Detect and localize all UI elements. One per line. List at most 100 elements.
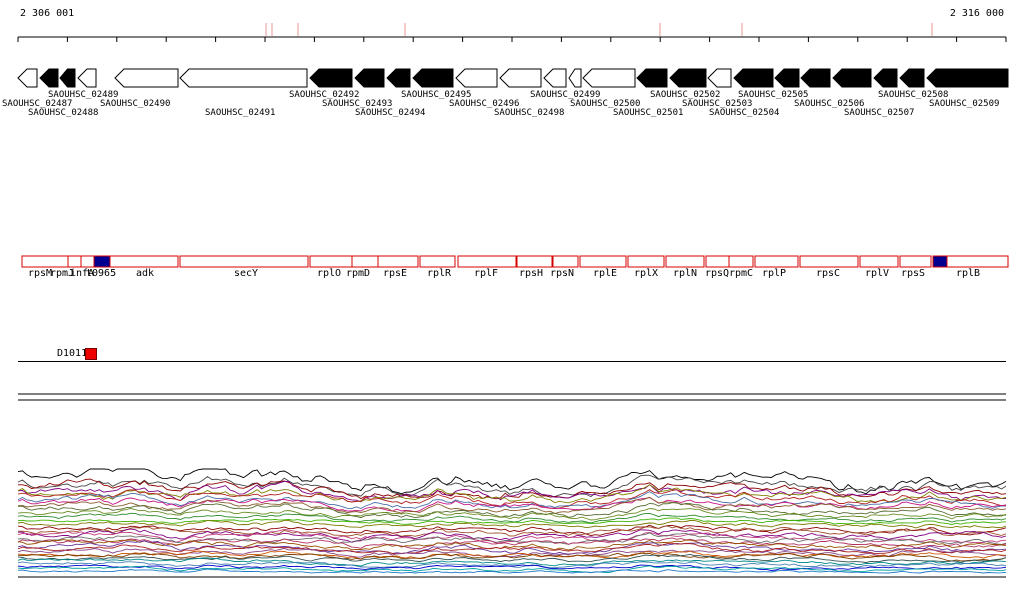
signal-trace: [17, 502, 1007, 519]
feature-label: t0965: [86, 268, 117, 279]
feature-box[interactable]: [932, 255, 948, 268]
gene-arrow[interactable]: [873, 68, 898, 88]
gene-label: SAOUHSC_02504: [709, 108, 780, 118]
feature-box[interactable]: [109, 255, 179, 268]
feature-box[interactable]: [899, 255, 932, 268]
signal-trace: [17, 524, 1007, 536]
feature-label: rplB: [956, 268, 981, 279]
gene-arrow[interactable]: [114, 68, 179, 88]
gene-label: SAOUHSC_02494: [355, 108, 426, 118]
signal-trace: [17, 540, 1007, 555]
feature-label: rpsM: [28, 268, 53, 279]
feature-box[interactable]: [579, 255, 627, 268]
gene-arrow[interactable]: [386, 68, 411, 88]
feature-box[interactable]: [21, 255, 69, 268]
feature-label: rplE: [593, 268, 618, 279]
gene-label: SAOUHSC_02487: [2, 99, 73, 109]
feature-box[interactable]: [351, 255, 379, 268]
feature-label: rpsN: [550, 268, 575, 279]
signal-trace: [17, 517, 1007, 525]
feature-box[interactable]: [80, 255, 95, 268]
ruler-mark: [297, 23, 299, 36]
feature-box[interactable]: [67, 255, 82, 268]
gene-arrow[interactable]: [455, 68, 498, 88]
gene-arrow[interactable]: [707, 68, 732, 88]
gene-arrow[interactable]: [832, 68, 872, 88]
gene-arrow[interactable]: [39, 68, 59, 88]
feature-label: adk: [136, 268, 155, 279]
marker-label: D1011: [57, 348, 88, 359]
feature-label: rplR: [427, 268, 452, 279]
feature-box[interactable]: [179, 255, 309, 268]
feature-box[interactable]: [665, 255, 705, 268]
gene-label: SAOUHSC_02488: [28, 108, 99, 118]
gene-label: SAOUHSC_02505: [738, 90, 809, 100]
feature-box[interactable]: [552, 255, 579, 268]
feature-label: rplF: [474, 268, 499, 279]
signal-trace: [17, 539, 1007, 551]
gene-arrow[interactable]: [543, 68, 567, 88]
feature-box-track: [21, 255, 1009, 268]
gene-arrow[interactable]: [800, 68, 831, 88]
signal-trace: [17, 484, 1007, 504]
feature-label: rplP: [762, 268, 787, 279]
gene-arrow[interactable]: [412, 68, 454, 88]
gene-label: SAOUHSC_02498: [494, 108, 565, 118]
gene-label: SAOUHSC_02506: [794, 99, 865, 109]
feature-label: rpmD: [346, 268, 371, 279]
signal-trace: [17, 528, 1007, 545]
feature-box[interactable]: [309, 255, 353, 268]
gene-arrow[interactable]: [309, 68, 353, 88]
feature-box[interactable]: [728, 255, 754, 268]
gene-arrow[interactable]: [59, 68, 76, 88]
gene-arrow[interactable]: [499, 68, 542, 88]
signal-trace: [17, 564, 1007, 571]
signal-trace: [17, 542, 1007, 555]
gene-label: SAOUHSC_02495: [401, 90, 472, 100]
signal-trace: [17, 553, 1007, 563]
gene-arrow[interactable]: [354, 68, 385, 88]
gene-arrow[interactable]: [669, 68, 707, 88]
ruler-track: [17, 23, 1007, 42]
gene-arrow[interactable]: [636, 68, 668, 88]
signal-trace: [17, 468, 1007, 495]
feature-box[interactable]: [946, 255, 1009, 268]
feature-box[interactable]: [705, 255, 730, 268]
feature-label: rplX: [634, 268, 659, 279]
gene-arrow[interactable]: [733, 68, 774, 88]
signal-trace: [17, 489, 1007, 509]
signal-trace: [17, 512, 1007, 524]
gene-arrow[interactable]: [774, 68, 800, 88]
gene-label: SAOUHSC_02492: [289, 90, 360, 100]
feature-box[interactable]: [799, 255, 859, 268]
marker-box[interactable]: [85, 348, 97, 360]
feature-box[interactable]: [627, 255, 665, 268]
gene-label: SAOUHSC_02499: [530, 90, 601, 100]
gene-arrow[interactable]: [17, 68, 38, 88]
signal-trace: [17, 497, 1006, 513]
signal-trace: [18, 478, 1007, 500]
ruler-mark: [659, 23, 661, 36]
gene-arrow[interactable]: [582, 68, 636, 88]
feature-label: infA: [70, 268, 95, 279]
signal-trace: [17, 561, 1007, 569]
gene-label: SAOUHSC_02491: [205, 108, 276, 118]
feature-box[interactable]: [419, 255, 456, 268]
feature-box[interactable]: [377, 255, 419, 268]
gene-arrow[interactable]: [899, 68, 925, 88]
feature-box[interactable]: [93, 255, 111, 268]
gene-arrow[interactable]: [568, 68, 582, 88]
feature-box[interactable]: [516, 255, 553, 268]
gene-label: SAOUHSC_02502: [650, 90, 721, 100]
feature-box[interactable]: [457, 255, 517, 268]
gene-arrow[interactable]: [77, 68, 97, 88]
feature-box[interactable]: [754, 255, 799, 268]
feature-label: rplO: [317, 268, 342, 279]
gene-label: SAOUHSC_02500: [570, 99, 641, 109]
gene-label: SAOUHSC_02490: [100, 99, 171, 109]
gene-arrow[interactable]: [926, 68, 1009, 88]
feature-box[interactable]: [859, 255, 899, 268]
gene-arrow[interactable]: [179, 68, 308, 88]
ruler-mark: [265, 23, 267, 36]
